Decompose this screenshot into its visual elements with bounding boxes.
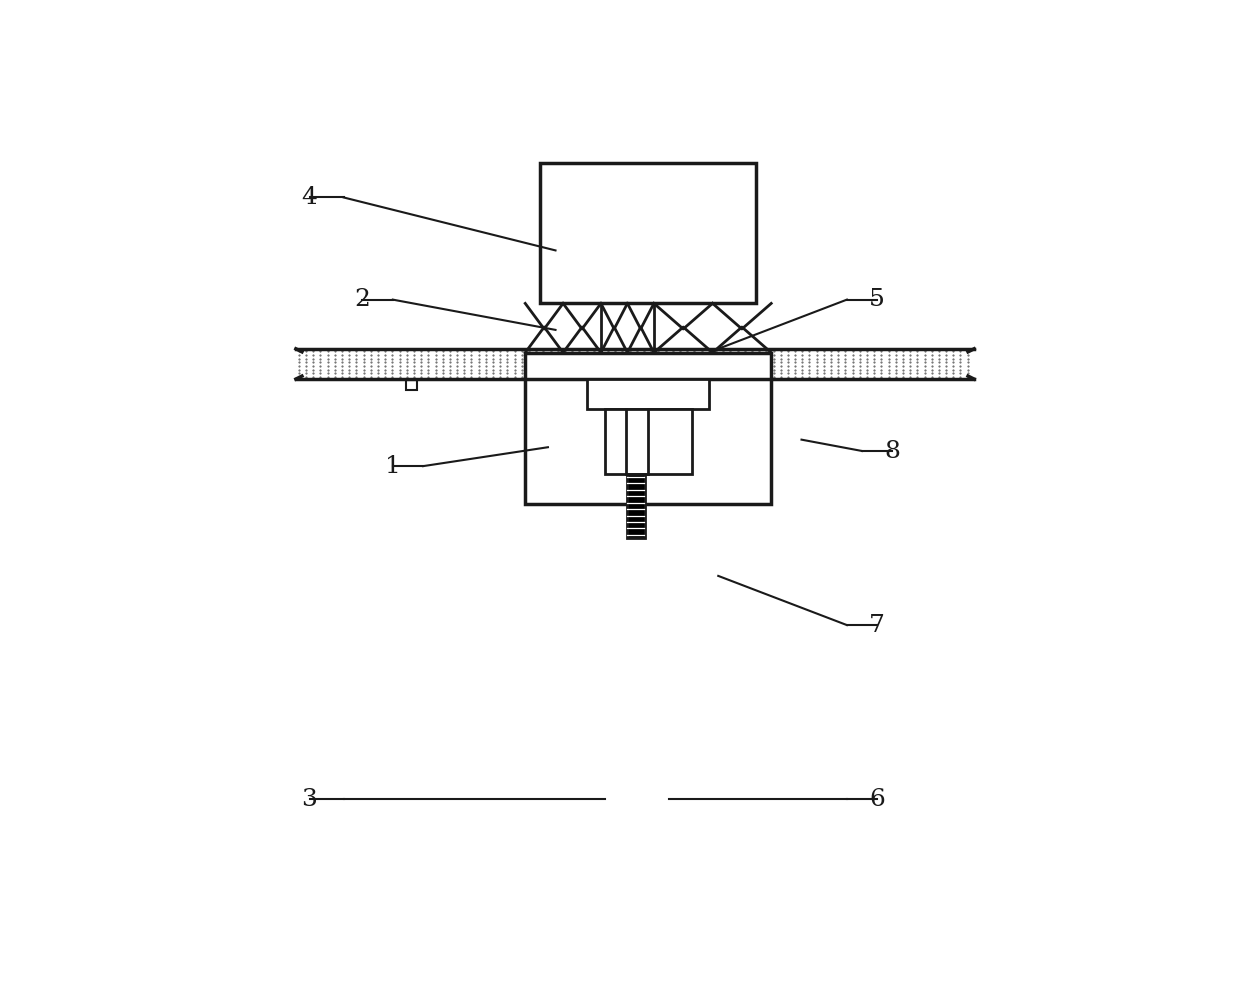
Bar [627, 474, 644, 538]
Text: 6: 6 [870, 787, 885, 811]
Text: 1: 1 [385, 455, 400, 478]
Bar [406, 379, 418, 390]
Bar [525, 353, 771, 504]
Bar [296, 349, 974, 379]
Text: 4: 4 [301, 186, 317, 209]
Bar [540, 163, 756, 304]
Bar [605, 409, 691, 474]
Text: 2: 2 [354, 288, 370, 311]
Text: 5: 5 [870, 288, 885, 311]
Bar [587, 379, 709, 409]
Text: 3: 3 [301, 787, 317, 811]
Text: 8: 8 [885, 439, 901, 462]
Text: 7: 7 [870, 613, 885, 637]
